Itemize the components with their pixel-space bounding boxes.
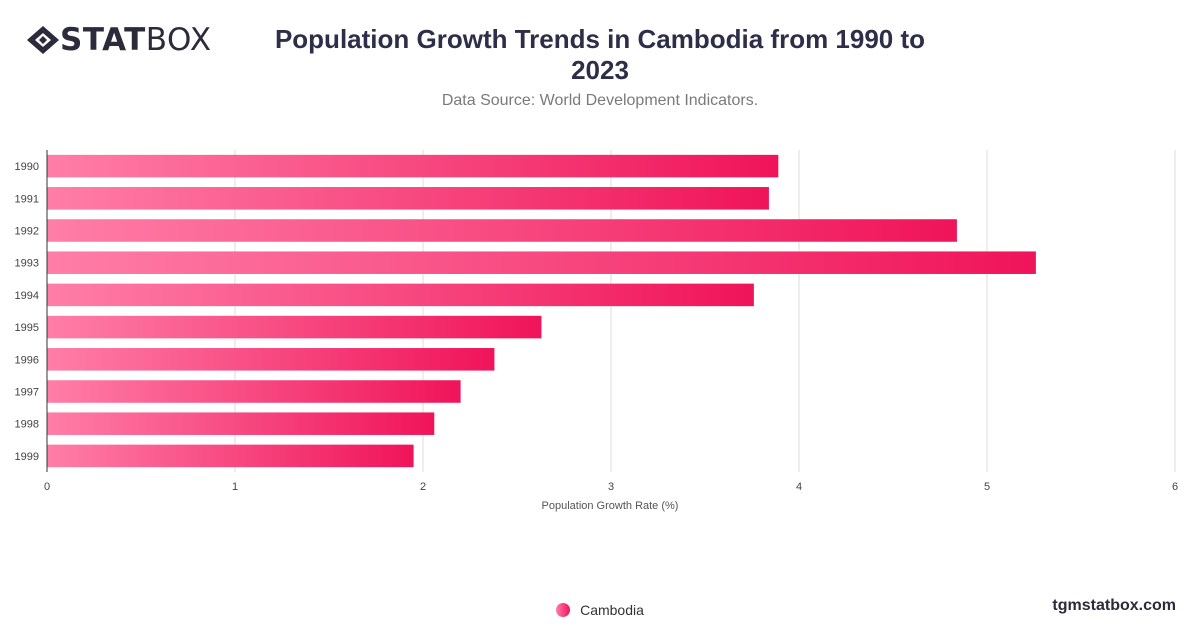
chart-subtitle: Data Source: World Development Indicator…	[441, 92, 759, 109]
y-tick-label: 1993	[15, 258, 39, 270]
y-tick-label: 1996	[15, 354, 39, 366]
brand-name-bold: STAT	[60, 22, 146, 58]
x-tick-label: 2	[420, 481, 426, 493]
legend-marker	[556, 603, 571, 617]
bar-1998[interactable]	[47, 412, 435, 435]
y-axis-tick-labels: 1990 1991 1992 1993 1994 1995 1996 1997 1998 1999	[15, 161, 39, 463]
y-tick-label: 1992	[15, 226, 39, 238]
bar-1992[interactable]	[47, 219, 957, 242]
bar-1994[interactable]	[47, 283, 754, 307]
chart-title: Population Growth Trends in Cambodia fro…	[274, 24, 926, 85]
brand-logo: STAT BOX	[26, 22, 236, 58]
x-tick-label: 3	[608, 481, 614, 493]
y-tick-label: 1995	[15, 322, 39, 334]
bar-1999[interactable]	[47, 444, 414, 468]
x-tick-label: 0	[44, 481, 50, 493]
y-tick-label: 1999	[15, 451, 39, 463]
diamond-logo-icon	[27, 26, 59, 54]
legend[interactable]: Cambodia	[0, 602, 1200, 618]
bar-1991[interactable]	[47, 187, 769, 210]
y-tick-label: 1994	[15, 290, 39, 302]
bar-1996[interactable]	[47, 348, 495, 371]
x-axis-label: Population Growth Rate (%)	[542, 500, 679, 512]
bar-1995[interactable]	[47, 315, 542, 339]
bar-1993[interactable]	[47, 251, 1036, 274]
y-tick-label: 1990	[15, 161, 39, 173]
watermark: tgmstatbox.com	[1052, 597, 1176, 614]
legend-label: Cambodia	[580, 602, 644, 618]
x-axis-tick-labels: 0 1 2 3 4 5 6	[44, 481, 1178, 493]
x-tick-label: 1	[232, 481, 238, 493]
x-tick-label: 4	[796, 481, 802, 493]
x-tick-label: 5	[984, 481, 990, 493]
brand-name-light: BOX	[145, 22, 212, 58]
bar-1990[interactable]	[47, 154, 779, 178]
bars	[47, 154, 1036, 468]
bar-1997[interactable]	[47, 380, 461, 403]
y-tick-label: 1997	[15, 387, 39, 399]
y-tick-label: 1998	[15, 419, 39, 431]
bar-chart: 1990 1991 1992 1993 1994 1995 1996 1997 1998 1999…	[15, 150, 1178, 512]
x-tick-label: 6	[1172, 481, 1178, 493]
y-tick-label: 1991	[15, 193, 39, 205]
